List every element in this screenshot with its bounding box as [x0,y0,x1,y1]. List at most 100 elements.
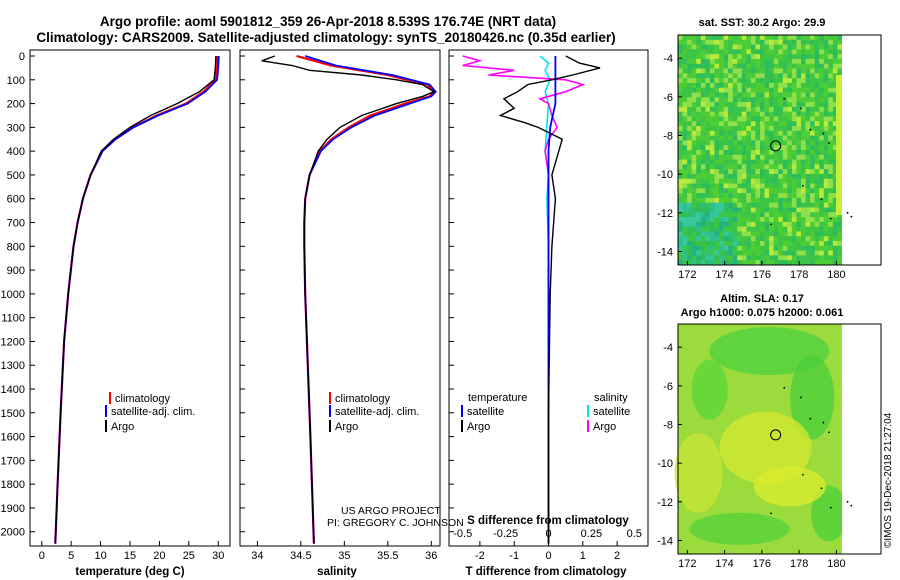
map-cell [782,164,788,170]
map-cell [746,241,752,247]
map-cell [728,49,733,55]
map-cell [796,97,802,103]
map-cell [796,106,802,112]
map-cell [832,221,838,227]
map-cell [755,250,761,256]
map-cell [705,97,711,103]
argo-position-marker [770,140,782,152]
map-cell [764,130,770,136]
map-cell [773,236,779,242]
map-cell [682,217,688,223]
map-cell [832,202,838,208]
series-line-climatology [54,55,219,544]
map-cell [791,236,797,242]
map-cell [773,150,779,156]
map-cell [791,169,797,175]
map-cell [828,178,834,184]
map-cell [737,145,743,151]
map-cell [691,106,697,112]
depth-tick-label: 600 [7,194,25,206]
map-cell [810,140,815,146]
map-cell [709,106,715,112]
map-cell [709,241,715,247]
map-cell [741,212,747,218]
map-cell [696,193,702,199]
map-cell [778,241,784,247]
map-cell [823,154,829,160]
map-cell [714,197,720,204]
map-blank-area [842,324,881,554]
map-cell [805,54,811,60]
map-cell [705,116,711,122]
map-cell [737,207,743,213]
map-cell [741,207,747,213]
map-cell [796,116,802,122]
map-cell [764,255,770,261]
map-cell [696,145,702,151]
map-cell [687,150,692,156]
map-cell [814,78,820,84]
map-cell [823,231,829,237]
map-cell [750,241,756,247]
temperature-tick-label: 0 [39,550,45,562]
map-cell [805,250,811,256]
map-cell [769,68,774,74]
difference-chart: -2 -1 0 1 2-0.5 -0.25 0 0.25 0.5 [453,55,642,562]
map-cell [764,87,770,93]
map-cell [678,173,683,180]
map-cell [714,241,720,247]
map-cell [773,58,779,65]
map-cell [709,164,715,170]
map-cell [814,49,820,55]
map-cell [760,68,765,74]
map-cell [714,231,720,237]
map-cell [819,255,825,261]
map-cell [746,97,752,103]
map-cell [810,54,815,60]
map-cell [832,126,838,132]
map-cell [723,159,729,165]
map-cell [823,197,829,204]
map-cell [705,135,711,141]
map-cell [769,87,774,93]
t-diff-tick-label: 1 [580,550,586,562]
map-cell [687,116,692,122]
map-cell [778,73,784,79]
sla-map: 172 174 176 178 180-4-6-8-10-12-14 [657,323,882,570]
map-cell [823,212,829,218]
map-island [820,487,823,490]
map-cell [801,82,806,89]
map-cell [705,202,711,208]
map-cell [723,44,729,50]
map-cell [764,73,770,79]
map-cell [769,121,774,127]
map-cell [728,97,733,103]
map-cell [810,197,815,204]
map-cell [728,255,733,261]
map-cell [755,183,761,189]
map-cell [691,154,697,160]
map-cell [750,39,756,45]
map-cell [819,250,825,256]
map-cell [769,250,774,256]
map-cell [787,207,793,213]
salinity-tick-label: 34 [251,550,263,562]
map-cell [787,58,793,65]
map-cell [769,150,774,156]
map-cell [755,159,761,165]
map-cell [810,241,815,247]
map-cell [791,106,797,112]
map-cell [709,78,715,84]
map-cell [764,178,770,184]
map-cell [723,173,729,180]
map-cell [678,87,683,93]
map-cell [728,44,733,50]
map-cell [805,197,811,204]
map-cell [719,44,724,50]
map-cell [814,58,820,65]
map-cell [828,78,834,84]
map-cell [682,154,688,160]
map-cell [723,241,729,247]
map-cell [746,231,752,237]
map-cell [832,135,838,141]
